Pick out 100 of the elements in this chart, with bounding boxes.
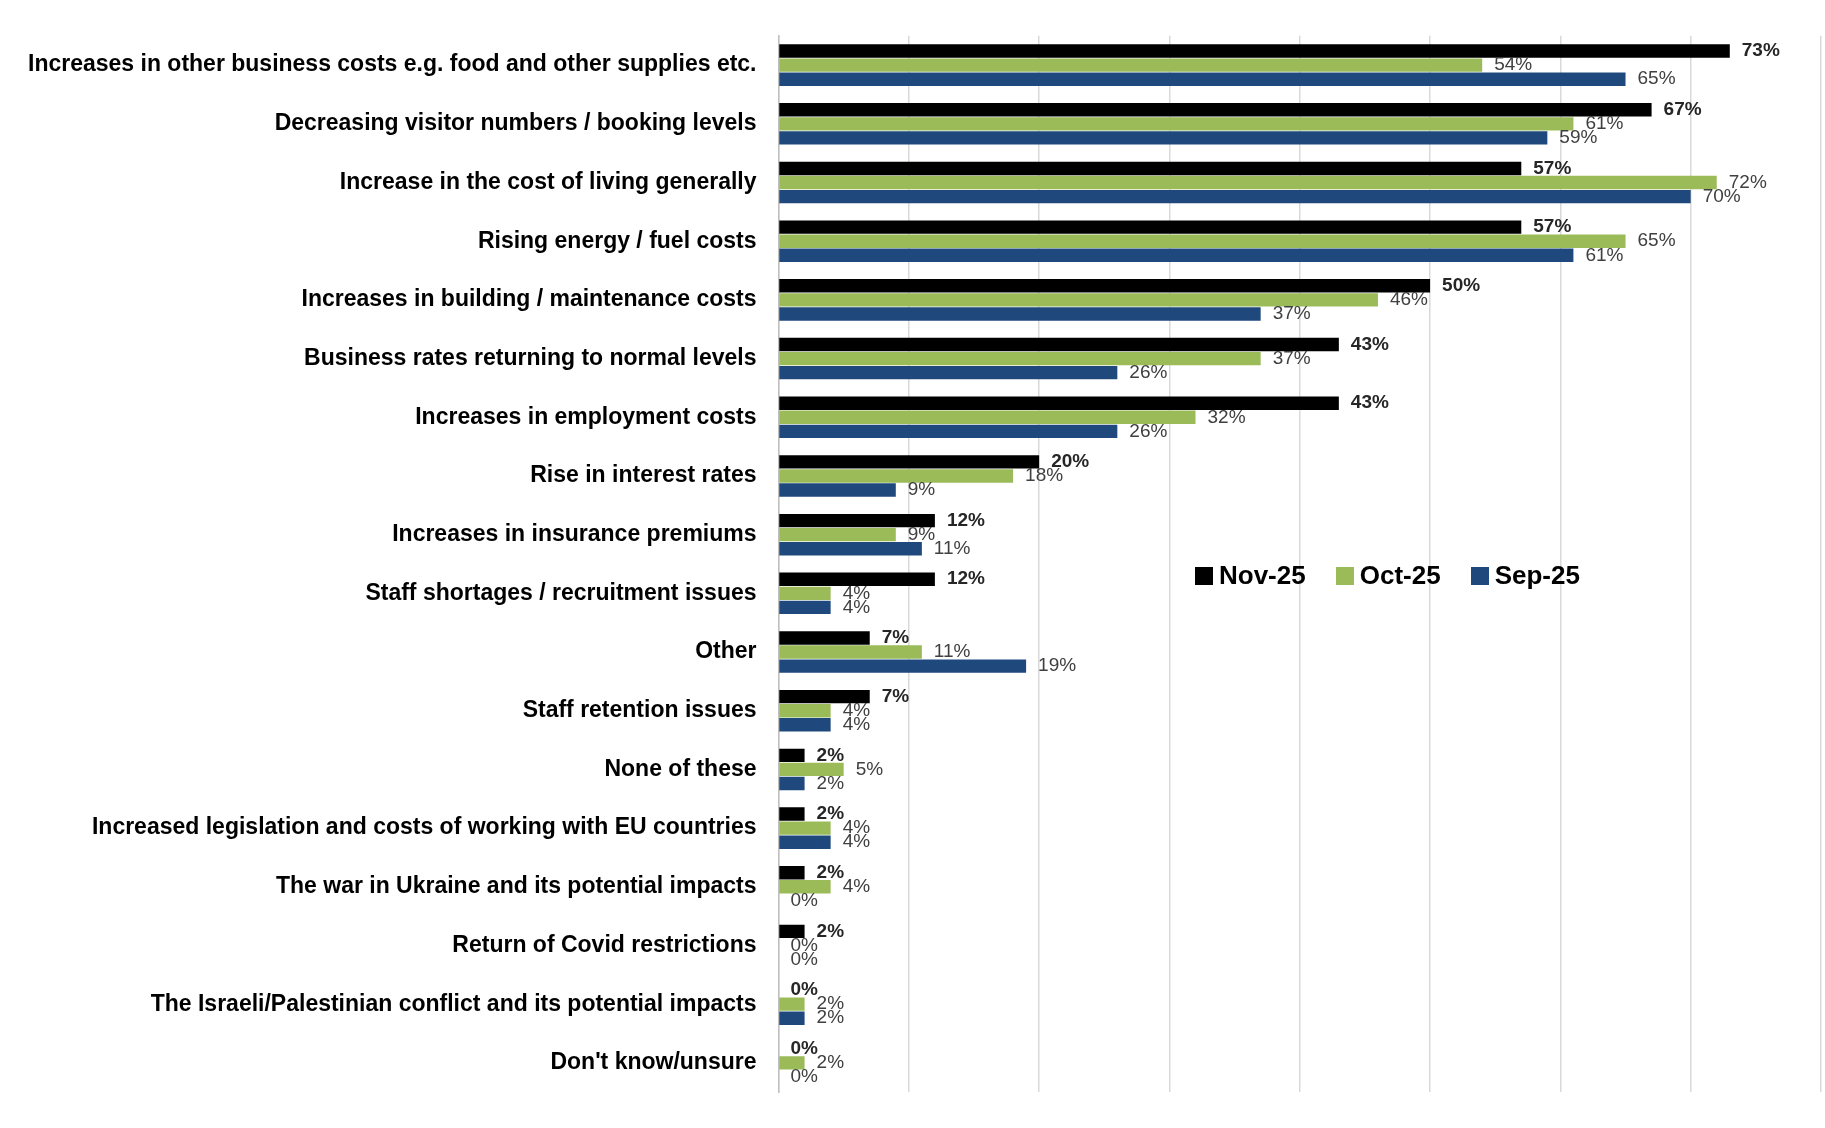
bar (779, 117, 1574, 131)
y-tick-label: Increases in insurance premiums (392, 520, 757, 546)
bar (779, 659, 1027, 673)
data-label: 43% (1350, 391, 1389, 413)
bar (779, 880, 831, 894)
bar (779, 161, 1522, 176)
y-tick-label: The Israeli/Palestinian conflict and its potential impacts (150, 989, 757, 1016)
data-label: 37% (1272, 302, 1311, 324)
bar (779, 455, 1040, 469)
data-label: 2% (816, 743, 845, 765)
data-label: 61% (1585, 243, 1624, 265)
data-label: 12% (946, 567, 986, 589)
bar (779, 600, 831, 615)
legend-label: Nov-25 (1219, 560, 1306, 591)
bar (779, 835, 831, 849)
data-label: 0% (790, 889, 819, 911)
bar (779, 704, 831, 718)
data-label: 65% (1637, 67, 1676, 89)
bar (779, 542, 922, 556)
bar (779, 337, 1339, 352)
data-label: 9% (907, 522, 936, 544)
data-label: 11% (933, 640, 971, 662)
bar (779, 572, 935, 586)
data-label: 2% (816, 771, 845, 793)
y-tick-label: Other (695, 637, 757, 664)
y-tick-label: The war in Ukraine and its potential impacts (275, 872, 757, 899)
y-tick-label: Business rates returning to normal levels (304, 343, 757, 370)
bar (779, 689, 870, 704)
bar (779, 189, 1691, 204)
data-label: 2% (816, 802, 845, 824)
legend-label: Sep-25 (1494, 560, 1580, 591)
data-label: 43% (1350, 332, 1389, 354)
bar (779, 293, 1378, 307)
y-tick-label: Rising energy / fuel costs (477, 226, 757, 253)
y-tick-label: Decreasing visitor numbers / booking levels (274, 109, 757, 136)
bar (779, 821, 831, 835)
data-label: 0% (790, 978, 819, 1000)
y-tick-label: Increase in the cost of living generally (339, 167, 757, 194)
data-label: 2% (816, 919, 845, 941)
bar (779, 807, 805, 821)
bar (779, 483, 896, 497)
y-tick-label: Rise in interest rates (530, 461, 757, 488)
bar (779, 279, 1431, 293)
bar (779, 424, 1118, 439)
y-tick-label: Don't know/unsure (550, 1048, 757, 1075)
y-tick-label: Staff shortages / recruitment issues (365, 578, 757, 605)
bar (779, 718, 831, 732)
y-tick-label: Return of Covid restrictions (452, 930, 757, 957)
bar (779, 175, 1717, 190)
bar (779, 631, 870, 645)
y-tick-label: Increases in employment costs (415, 402, 757, 429)
data-label: 65% (1637, 229, 1676, 251)
y-tick-label: Increases in other business costs e.g. food and other supplies etc. (27, 50, 757, 77)
legend-label: Oct-25 (1359, 560, 1441, 591)
data-label: 2% (816, 1051, 845, 1073)
y-tick-label: None of these (604, 754, 757, 781)
bar (779, 1056, 805, 1070)
bar (779, 220, 1522, 234)
y-tick-label: Staff retention issues (522, 696, 757, 723)
data-label: 7% (881, 684, 910, 706)
data-label: 19% (1038, 654, 1077, 676)
bar (779, 645, 922, 659)
data-label: 32% (1207, 405, 1246, 427)
data-label: 2% (816, 860, 845, 882)
bar (779, 1011, 805, 1025)
bar (779, 131, 1548, 145)
data-label: 9% (907, 478, 936, 500)
bar (779, 748, 805, 763)
bar (779, 234, 1626, 248)
bar (779, 410, 1196, 424)
bar (779, 513, 935, 528)
bar (779, 307, 1261, 321)
data-label: 50% (1442, 274, 1481, 296)
data-label: 73% (1741, 39, 1780, 61)
bar (779, 396, 1339, 410)
data-label: 57% (1533, 156, 1572, 178)
data-label: 57% (1533, 215, 1572, 237)
bar (779, 762, 844, 777)
bar (779, 58, 1483, 72)
data-label: 26% (1129, 360, 1168, 382)
bar (779, 248, 1574, 262)
data-label: 67% (1663, 97, 1702, 119)
bar (779, 72, 1626, 86)
bar (779, 469, 1014, 483)
bar (779, 924, 805, 939)
bar (779, 365, 1118, 380)
bar (779, 44, 1730, 58)
bar (779, 866, 805, 880)
data-label: 26% (1129, 419, 1168, 441)
y-tick-label: Increases in building / maintenance costs (301, 285, 757, 312)
y-tick-label: Increased legislation and costs of working with EU countries (91, 813, 757, 840)
bar (779, 527, 896, 542)
data-label: 0% (790, 1037, 819, 1058)
bar (779, 586, 831, 601)
data-label: 12% (946, 508, 986, 530)
bar (779, 351, 1261, 366)
data-label: 37% (1272, 346, 1311, 368)
bar (779, 776, 805, 791)
data-label: 7% (881, 626, 910, 648)
bar (779, 103, 1652, 117)
